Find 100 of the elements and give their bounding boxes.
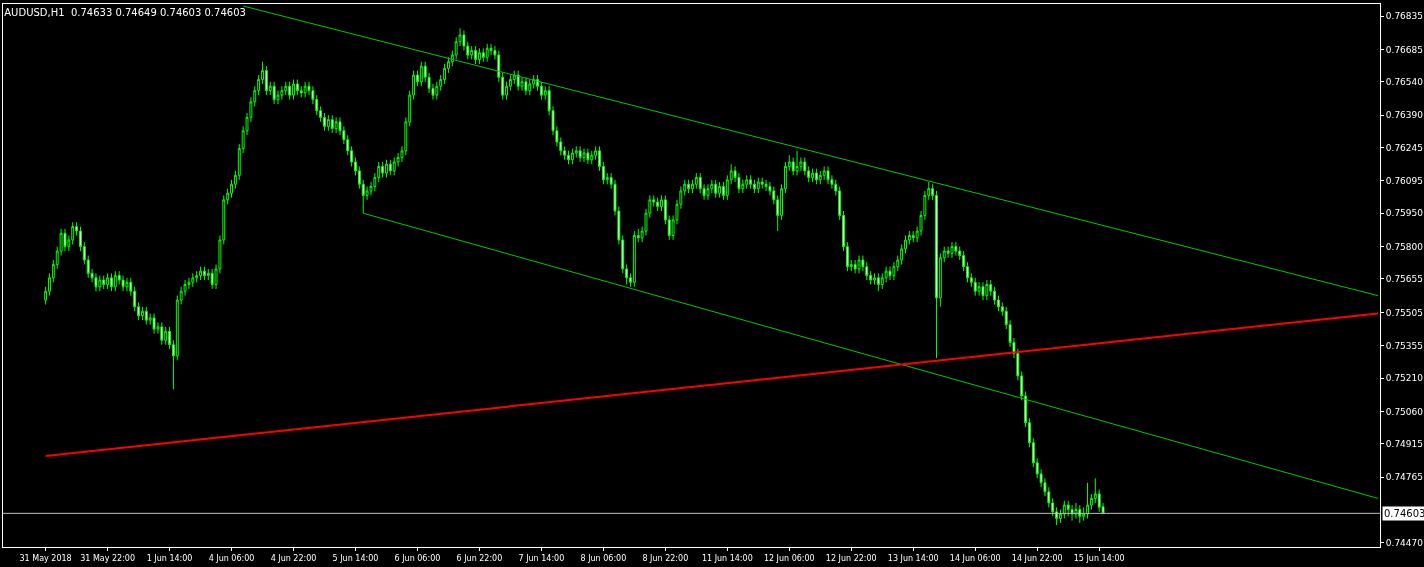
- candlestick: [811, 168, 814, 183]
- candlestick: [121, 275, 125, 292]
- candlestick: [752, 179, 756, 194]
- candlestick: [164, 326, 168, 346]
- candlestick: [288, 81, 292, 101]
- candlestick: [911, 230, 915, 243]
- candlestick: [590, 150, 594, 165]
- candlestick: [63, 228, 67, 252]
- candlestick: [888, 266, 892, 281]
- candlestick: [381, 161, 385, 179]
- candlestick: [125, 277, 129, 292]
- candlestick: [528, 79, 532, 96]
- candlestick: [303, 81, 307, 98]
- y-tick-label: 0.76540: [1385, 76, 1424, 87]
- x-tick-label: 12 Jun 22:00: [825, 553, 877, 563]
- x-tick-label: 6 Jun 06:00: [394, 553, 441, 563]
- candlestick: [264, 65, 268, 96]
- y-tick-label: 0.76835: [1385, 11, 1424, 22]
- candlestick: [985, 279, 989, 301]
- candlestick: [632, 230, 636, 288]
- candlestick: [102, 275, 106, 290]
- candlestick: [977, 281, 981, 297]
- candlestick: [1078, 504, 1082, 524]
- candlestick: [1066, 500, 1070, 517]
- candlestick: [470, 45, 474, 60]
- candlestick: [1070, 504, 1074, 522]
- y-tick-label: 0.74915: [1385, 438, 1424, 449]
- candlestick: [474, 45, 478, 65]
- candlestick: [981, 281, 985, 301]
- candlestick: [814, 168, 818, 185]
- x-tick-label: 12 Jun 06:00: [763, 553, 815, 563]
- x-tick-label: 1 Jun 14:00: [146, 553, 193, 563]
- y-tick-label: 0.74470: [1385, 538, 1424, 549]
- x-tick-label: 4 Jun 06:00: [208, 553, 255, 563]
- y-tick-label: 0.75060: [1385, 406, 1424, 417]
- candlestick: [199, 266, 202, 281]
- candlestick: [280, 85, 284, 101]
- x-tick-label: 6 Jun 22:00: [456, 553, 503, 563]
- x-tick-label: 11 Jun 14:00: [701, 553, 753, 563]
- y-tick-label: 0.76095: [1385, 176, 1424, 187]
- x-tick-label: 14 Jun 06:00: [949, 553, 1001, 563]
- candlestick: [946, 246, 950, 259]
- x-tick-label: 13 Jun 14:00: [887, 553, 939, 563]
- candlestick: [516, 70, 520, 92]
- y-tick-label: 0.75655: [1385, 274, 1424, 285]
- candlestick: [481, 47, 485, 63]
- candlestick: [687, 179, 691, 194]
- candlestick: [110, 272, 113, 292]
- candlestick: [388, 159, 392, 176]
- y-tick-label: 0.75505: [1385, 307, 1424, 318]
- candlestick: [578, 145, 582, 163]
- candlestick: [295, 79, 299, 96]
- candlestick: [152, 312, 156, 335]
- candlestick: [706, 183, 710, 201]
- x-tick-label: 31 May 2018: [19, 553, 72, 563]
- y-tick-label: 0.76390: [1385, 110, 1424, 121]
- x-tick-label: 5 Jun 14:00: [332, 553, 379, 563]
- y-tick-label: 0.75355: [1385, 340, 1424, 351]
- candlestick: [853, 259, 857, 274]
- candlestick: [191, 272, 195, 288]
- candlestick: [334, 116, 338, 134]
- candlestick: [567, 150, 570, 165]
- candlestick: [272, 81, 276, 105]
- candlestick: [822, 165, 826, 181]
- candlestick: [292, 79, 295, 101]
- x-tick-label: 8 Jun 22:00: [642, 553, 689, 563]
- candlestick: [694, 172, 698, 190]
- candlestick: [570, 148, 574, 165]
- candlestick: [582, 148, 586, 163]
- y-tick-label: 0.75210: [1385, 373, 1424, 384]
- x-tick-label: 15 Jun 14:00: [1073, 553, 1125, 563]
- candlestick: [210, 268, 214, 290]
- candlestick: [760, 177, 764, 190]
- candlestick: [795, 150, 799, 176]
- y-tick-label: 0.74765: [1385, 472, 1424, 483]
- candlestick: [326, 114, 330, 132]
- candlestick: [950, 241, 954, 259]
- x-tick-label: 7 Jun 14:00: [518, 553, 565, 563]
- x-tick-label: 14 Jun 22:00: [1011, 553, 1063, 563]
- x-tick-label: 4 Jun 22:00: [270, 553, 317, 563]
- y-tick-label: 0.75950: [1385, 208, 1424, 219]
- candlestick: [764, 179, 768, 192]
- x-tick-label: 8 Jun 06:00: [580, 553, 627, 563]
- y-tick-label: 0.76245: [1385, 142, 1424, 153]
- y-tick-label: 0.76685: [1385, 44, 1424, 55]
- candlestick: [756, 177, 760, 194]
- x-tick-label: 31 May 22:00: [80, 553, 136, 563]
- candlestick: [714, 179, 718, 199]
- candlestick: [973, 277, 977, 297]
- candlestick: [94, 272, 98, 292]
- candlestick: [745, 174, 749, 190]
- candlestick: [385, 159, 388, 179]
- candlestick: [477, 47, 481, 65]
- candlestick: [954, 241, 958, 257]
- candlestick: [144, 306, 148, 326]
- candlestick: [113, 270, 117, 292]
- chart-title: AUDUSD,H1 0.74633 0.74649 0.74603 0.74603: [4, 6, 246, 18]
- candlestick: [876, 272, 880, 292]
- candlestick: [656, 197, 660, 212]
- candlestick: [1074, 502, 1078, 519]
